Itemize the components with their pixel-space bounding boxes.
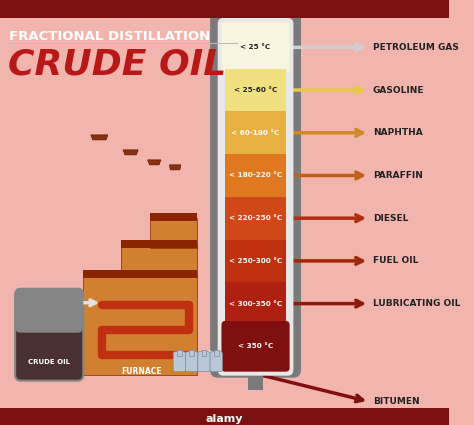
Bar — [214, 350, 219, 356]
Text: DIESEL: DIESEL — [373, 214, 408, 223]
Bar — [225, 240, 286, 282]
FancyBboxPatch shape — [210, 351, 222, 372]
FancyBboxPatch shape — [15, 289, 83, 333]
Bar — [0, 408, 448, 425]
FancyBboxPatch shape — [173, 351, 185, 372]
FancyBboxPatch shape — [185, 351, 198, 372]
FancyBboxPatch shape — [198, 351, 210, 372]
Text: < 60-180 °C: < 60-180 °C — [231, 130, 280, 136]
Text: < 250-300 °C: < 250-300 °C — [229, 258, 282, 264]
Text: CRUDE OIL: CRUDE OIL — [8, 48, 226, 82]
Bar — [189, 350, 194, 356]
Bar — [0, 0, 448, 18]
Bar — [177, 350, 182, 356]
Text: CRUDE OIL: CRUDE OIL — [28, 359, 70, 365]
Bar — [83, 275, 197, 375]
FancyBboxPatch shape — [221, 22, 290, 73]
Text: NAPHTHA: NAPHTHA — [373, 128, 423, 137]
FancyBboxPatch shape — [15, 289, 83, 381]
Bar — [83, 270, 197, 278]
Text: PARAFFIN: PARAFFIN — [373, 171, 423, 180]
Polygon shape — [123, 150, 138, 155]
Text: < 300-350 °C: < 300-350 °C — [229, 300, 282, 306]
Text: FRACTIONAL DISTILLATION: FRACTIONAL DISTILLATION — [9, 30, 211, 43]
FancyBboxPatch shape — [221, 321, 290, 372]
Bar — [248, 368, 263, 390]
FancyBboxPatch shape — [218, 18, 293, 376]
Text: < 25 °C: < 25 °C — [240, 44, 271, 50]
Bar — [201, 350, 206, 356]
Text: < 180-220 °C: < 180-220 °C — [229, 173, 282, 178]
Polygon shape — [147, 160, 161, 165]
Text: LUBRICATING OIL: LUBRICATING OIL — [373, 299, 460, 308]
Bar — [225, 154, 286, 197]
Polygon shape — [169, 165, 181, 170]
FancyBboxPatch shape — [210, 12, 301, 378]
Text: FUEL OIL: FUEL OIL — [373, 256, 418, 265]
Bar — [225, 69, 286, 111]
Bar — [149, 218, 197, 248]
Bar — [121, 245, 197, 277]
Text: GASOLINE: GASOLINE — [373, 85, 424, 94]
Text: < 350 °C: < 350 °C — [238, 343, 273, 349]
Bar — [225, 197, 286, 240]
Bar — [121, 240, 197, 248]
Text: PETROLEUM GAS: PETROLEUM GAS — [373, 43, 459, 52]
Text: alamy: alamy — [206, 414, 243, 424]
Text: BITUMEN: BITUMEN — [373, 397, 419, 406]
Text: < 25-60 °C: < 25-60 °C — [234, 87, 277, 93]
Bar — [225, 111, 286, 154]
Text: FURNACE: FURNACE — [122, 367, 162, 376]
Bar — [149, 213, 197, 221]
Text: < 220-250 °C: < 220-250 °C — [229, 215, 282, 221]
Polygon shape — [91, 135, 108, 140]
Bar — [225, 282, 286, 325]
